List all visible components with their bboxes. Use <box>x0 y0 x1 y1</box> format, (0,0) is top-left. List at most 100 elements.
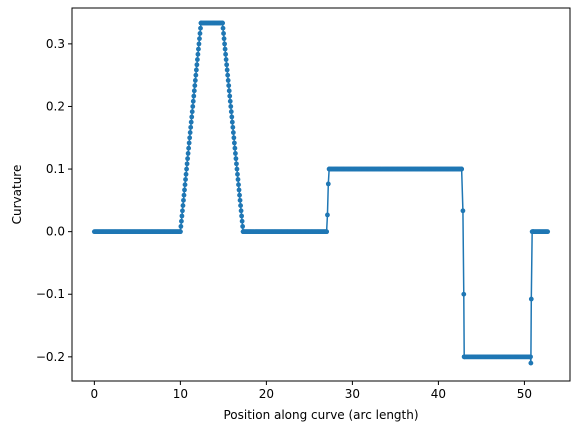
data-point <box>230 124 236 130</box>
data-point <box>193 72 199 78</box>
data-point <box>545 229 551 235</box>
data-point <box>223 57 229 62</box>
data-point <box>233 156 239 162</box>
data-point <box>528 354 533 360</box>
data-point <box>226 88 232 94</box>
data-point <box>222 46 228 52</box>
data-point <box>225 78 231 83</box>
data-point <box>240 224 246 229</box>
data-point <box>235 171 240 177</box>
data-point <box>227 93 233 99</box>
data-point <box>221 36 227 42</box>
data-point <box>197 31 203 36</box>
data-point <box>236 182 241 188</box>
data-point <box>185 151 191 156</box>
data-point <box>235 177 241 182</box>
data-point <box>324 229 329 235</box>
data-point <box>239 218 245 224</box>
data-point <box>180 203 186 208</box>
data-point <box>191 93 197 99</box>
y-tick-label: 0.1 <box>46 162 65 176</box>
data-point <box>186 140 192 146</box>
data-point <box>190 98 196 104</box>
axes-frame <box>71 7 571 382</box>
data-point <box>196 41 202 47</box>
y-axis-label: Curvature <box>10 165 24 225</box>
data-point <box>193 67 199 73</box>
x-tick-label: 50 <box>517 387 532 401</box>
data-point <box>237 192 242 198</box>
data-point <box>188 119 194 125</box>
data-point <box>224 62 230 68</box>
data-point <box>197 36 202 42</box>
data-point <box>182 182 188 188</box>
data-point <box>227 98 233 104</box>
data-point <box>234 161 239 167</box>
data-point <box>228 109 234 115</box>
data-point <box>238 208 244 214</box>
data-point <box>232 145 238 151</box>
data-point <box>187 135 193 141</box>
data-point <box>192 78 198 83</box>
data-point <box>220 20 225 26</box>
data-point <box>195 51 201 57</box>
data-point <box>221 31 226 36</box>
data-point <box>224 67 230 73</box>
data-point <box>188 124 194 130</box>
data-point <box>196 46 201 52</box>
y-tick-label: 0.2 <box>46 99 65 113</box>
data-point <box>195 57 200 62</box>
data-point <box>186 145 192 151</box>
data-point <box>191 88 197 94</box>
data-point <box>179 218 184 224</box>
data-point <box>179 213 185 219</box>
data-point <box>194 62 200 68</box>
y-tick-label: −0.1 <box>36 287 65 301</box>
data-point <box>184 166 189 172</box>
data-point <box>528 296 534 302</box>
data-point <box>226 83 232 89</box>
data-point <box>183 177 188 182</box>
plot-area <box>91 20 551 366</box>
data-point <box>236 187 242 193</box>
data-point <box>181 197 186 203</box>
data-point <box>238 203 243 208</box>
data-point <box>198 25 203 31</box>
data-point <box>181 192 187 198</box>
curvature-markers <box>91 20 551 366</box>
data-point <box>185 156 191 162</box>
x-axis-label: Position along curve (arc length) <box>223 408 418 422</box>
data-point <box>239 213 245 219</box>
data-point <box>228 104 234 109</box>
data-point <box>459 166 465 172</box>
data-point <box>189 109 195 115</box>
data-point <box>325 181 331 187</box>
data-point <box>189 114 195 120</box>
y-tick-label: 0.3 <box>46 37 65 51</box>
data-point <box>220 25 226 31</box>
data-point <box>192 83 198 89</box>
data-point <box>460 208 466 214</box>
y-axis: −0.2 −0.1 0.0 0.1 0.2 0.3 <box>36 37 72 364</box>
data-point <box>229 114 235 120</box>
x-tick-label: 0 <box>91 387 99 401</box>
data-point <box>231 135 237 141</box>
data-point <box>222 41 227 47</box>
data-point <box>528 360 534 366</box>
data-point <box>184 161 190 167</box>
data-point <box>461 291 467 297</box>
data-point <box>182 187 187 193</box>
data-point <box>223 51 229 57</box>
data-point <box>190 104 196 109</box>
x-tick-label: 20 <box>259 387 274 401</box>
y-tick-label: −0.2 <box>36 350 65 364</box>
data-point <box>325 212 330 218</box>
data-point <box>177 229 183 235</box>
data-point <box>237 197 243 203</box>
x-tick-label: 10 <box>173 387 188 401</box>
data-point <box>229 119 235 125</box>
x-tick-label: 40 <box>431 387 446 401</box>
data-point <box>230 130 236 135</box>
data-point <box>178 224 184 229</box>
